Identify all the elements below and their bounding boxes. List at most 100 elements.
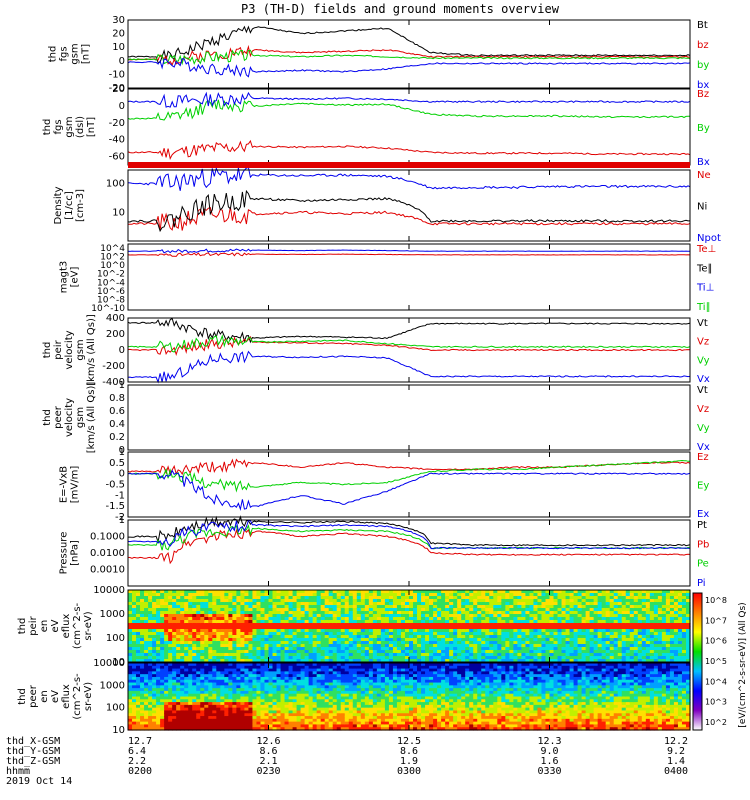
colorbar-tick: 10^7 bbox=[705, 616, 727, 625]
y-tick-label: 1000 bbox=[100, 680, 125, 691]
series-bx bbox=[127, 58, 691, 78]
colorbar: 10^8 10^7 10^6 10^5 10^4 10^3 10^2 [eV/(cm^2-s-… bbox=[692, 592, 748, 731]
y-tick-label: 0.0010 bbox=[90, 565, 125, 576]
legend-Ti∥: Ti∥ bbox=[696, 302, 711, 313]
legend-Vz: Vz bbox=[697, 337, 709, 348]
y-tick-label: 0 bbox=[119, 469, 125, 480]
series-Te⊥ bbox=[127, 252, 691, 257]
series-Ey bbox=[127, 459, 690, 493]
panel-1: thdfgsgsm(dsl)[nT] -60 -40 -20 0 20 Bz By Bx bbox=[42, 84, 710, 168]
legend-Pt: Pt bbox=[697, 520, 707, 531]
legend-Ne: Ne bbox=[697, 170, 711, 181]
x-tick-label: 2.2 bbox=[128, 756, 146, 767]
y-tick-label: 10^-4 bbox=[97, 278, 125, 288]
legend-Pi: Pi bbox=[697, 578, 706, 589]
legend-Vy: Vy bbox=[697, 355, 710, 366]
x-tick-label: 0400 bbox=[664, 766, 688, 777]
legend-bx: bx bbox=[697, 80, 709, 91]
y-tick-label: 0.5 bbox=[109, 458, 125, 469]
legend-Bz: Bz bbox=[697, 89, 709, 100]
panel-8: thdpeireneVeflux(cm^2-s-sr-eV) 10 100 1000 1… bbox=[17, 585, 691, 668]
y-tick-label: 10^0 bbox=[100, 261, 125, 271]
legend-Ez: Ez bbox=[697, 452, 709, 463]
y-tick-label: 0.0100 bbox=[90, 548, 125, 559]
x-tick-label: 1.6 bbox=[540, 756, 558, 767]
plot-title: P3 (TH-D) fields and ground moments over… bbox=[241, 2, 560, 16]
x-tick-label: 12.5 bbox=[397, 736, 421, 747]
y-tick-label: 10^-6 bbox=[97, 287, 125, 297]
series-Bt bbox=[127, 25, 691, 64]
y-tick-label: 10 bbox=[112, 207, 125, 218]
y-tick-label: 10^-8 bbox=[97, 295, 125, 305]
y-tick-label: 1 bbox=[119, 380, 125, 391]
x-row-label: thd_Y-GSM bbox=[6, 746, 60, 757]
y-tick-label: 100 bbox=[106, 179, 125, 190]
y-tick-label: -1.5 bbox=[105, 501, 125, 512]
y-tick-label: -2 bbox=[115, 512, 125, 523]
y-tick-label: 0.4 bbox=[109, 419, 125, 430]
colorbar-tick: 10^2 bbox=[705, 718, 727, 727]
series-By bbox=[127, 99, 690, 121]
x-tick-label: 0300 bbox=[397, 766, 421, 777]
y-tick-label: -1 bbox=[115, 490, 125, 501]
series-Pt bbox=[128, 515, 691, 547]
legend-by: by bbox=[697, 60, 709, 71]
x-row-label: 2019 Oct 14 bbox=[6, 776, 72, 787]
y-tick-label: 1 bbox=[119, 447, 125, 458]
y-tick-label: 10 bbox=[112, 657, 125, 668]
legend-Bx: Bx bbox=[697, 157, 710, 168]
y-tick-label: 100 bbox=[106, 633, 125, 644]
y-tick-label: -400 bbox=[102, 377, 125, 388]
panel-3: magt3[eV]10^410^210^010^-210^-410^-610^-… bbox=[59, 243, 716, 314]
y-axis-label: thdfgsgsm(dsl)[nT] bbox=[42, 116, 97, 138]
legend-Vy: Vy bbox=[697, 423, 710, 434]
y-tick-label: -10 bbox=[109, 69, 125, 80]
y-tick-label: 10 bbox=[112, 725, 125, 736]
y-tick-label: 1000 bbox=[100, 609, 125, 620]
legend-Ey: Ey bbox=[697, 481, 709, 492]
series-Vy bbox=[127, 334, 691, 353]
y-tick-label: 10000 bbox=[93, 585, 125, 596]
series-Ni bbox=[127, 189, 690, 233]
y-tick-label: 10^2 bbox=[100, 253, 125, 263]
y-tick-label: 200 bbox=[106, 329, 125, 340]
y-tick-label: 1 bbox=[119, 515, 125, 526]
y-tick-label: -0.5 bbox=[105, 480, 125, 491]
colorbar-tick: 10^3 bbox=[705, 698, 727, 707]
legend-Vz: Vz bbox=[697, 404, 709, 415]
x-tick-label: 0200 bbox=[128, 766, 152, 777]
panel-frame bbox=[127, 243, 691, 311]
panel-4: thdpeirvelocitygsm[km/s (All Qs)] -400 -20… bbox=[42, 313, 710, 388]
panel-frame bbox=[127, 451, 691, 518]
legend-bz: bz bbox=[697, 40, 709, 51]
y-axis-label: magt3[eV] bbox=[59, 261, 81, 294]
x-tick-label: 8.6 bbox=[259, 746, 277, 757]
series-by bbox=[127, 49, 691, 66]
y-tick-label: 0 bbox=[119, 56, 125, 67]
panel-2: Density[1/cc][cm-3] 10 100 Ne Ni Npot bbox=[53, 166, 721, 244]
legend-Ti⊥: Ti⊥ bbox=[696, 283, 714, 294]
y-tick-label: 0.2 bbox=[109, 432, 125, 443]
x-tick-label: 6.4 bbox=[128, 746, 146, 757]
series-Ti⊥ bbox=[127, 248, 690, 254]
x-row-label: hhmm bbox=[6, 766, 30, 777]
legend-Ex: Ex bbox=[697, 509, 709, 520]
y-tick-label: 10 bbox=[112, 42, 125, 53]
x-tick-label: 9.0 bbox=[540, 746, 558, 757]
series-Bx bbox=[127, 91, 691, 108]
y-tick-label: 10^-2 bbox=[97, 270, 125, 280]
panel-0: thdfgsgsm[nT] -20 -10 0 10 20 30 Bt bz by bx bbox=[48, 15, 710, 94]
y-tick-label: 100 bbox=[106, 703, 125, 714]
y-axis-label: E=-VxB[mV/m] bbox=[59, 466, 81, 504]
series-Vz bbox=[127, 335, 691, 357]
legend-Vt: Vt bbox=[697, 385, 708, 396]
x-tick-label: 8.6 bbox=[400, 746, 418, 757]
y-axis-label: thdpeereneVeflux(cm^2-s-sr-eV) bbox=[17, 673, 94, 720]
y-tick-label: 0.6 bbox=[109, 406, 125, 417]
series-Vx bbox=[127, 350, 691, 384]
legend-Pb: Pb bbox=[697, 539, 709, 550]
y-tick-label: 0.8 bbox=[109, 393, 125, 404]
legend-Vt: Vt bbox=[697, 318, 708, 329]
y-tick-label: -40 bbox=[109, 135, 125, 146]
